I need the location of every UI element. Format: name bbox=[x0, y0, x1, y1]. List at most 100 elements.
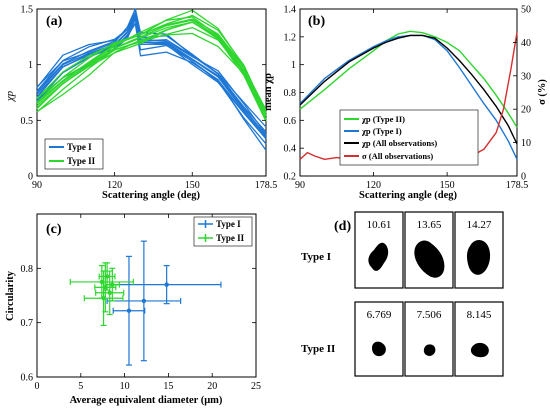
panel-c: 0 5 10 15 20 25 0.6 0.7 0.8 (c) Average equivale… bbox=[5, 213, 261, 406]
panel-b-axes: 90 120 150 178.5 0.2 0.4 0.6 0.8 1 1.2 1.4 0 10 20 30 4… bbox=[284, 5, 532, 192]
panel-a-legend-label-type-ii: Type II bbox=[67, 156, 96, 166]
panel-b-ytick-label: 1.2 bbox=[284, 32, 297, 43]
particle-diameter-label: 10.61 bbox=[367, 219, 392, 231]
panel-b-xtick-label: 150 bbox=[440, 180, 455, 191]
panel-b-legend: χp (Type II) χp (Type I) χp (All observa… bbox=[339, 109, 479, 166]
particle-frame bbox=[404, 301, 454, 377]
particle-silhouette bbox=[466, 240, 491, 275]
panel-c-xlabel: Average equivalent diameter (μm) bbox=[70, 395, 223, 406]
panel-b-ylabel: mean χp bbox=[263, 73, 274, 111]
panel-c-xtick-label: 15 bbox=[163, 381, 173, 392]
panel-c-type-i-point-2 bbox=[141, 298, 147, 304]
panel-a-xtick-label: 90 bbox=[32, 180, 42, 191]
panel-c-xtick-label: 0 bbox=[35, 381, 40, 392]
panel-b-ytick-label: 0.8 bbox=[284, 88, 297, 99]
panel-c-ytick-label: 0.8 bbox=[21, 264, 34, 275]
panel-c-type-ii-point-1 bbox=[99, 279, 105, 285]
panel-c-ylabel: Circularity bbox=[5, 270, 16, 321]
panel-c-legend-label-type-ii: Type II bbox=[216, 233, 245, 243]
panel-c-ytick-label: 0.6 bbox=[21, 373, 34, 384]
panel-b-series-p-all-observations bbox=[299, 34, 518, 145]
panel-b-label: (b) bbox=[308, 14, 325, 29]
panel-b-series-p-type-ii bbox=[299, 30, 518, 128]
particle-diameter-label: 8.145 bbox=[467, 309, 492, 321]
particle-image-type-ii-3: 8.145 bbox=[454, 301, 504, 377]
panel-a-ytick-label: 0 bbox=[28, 172, 33, 183]
panel-d-row-label-type-i: Type I bbox=[301, 251, 331, 263]
particle-diameter-label: 14.27 bbox=[467, 219, 492, 231]
panel-b-ytick-label: 0.2 bbox=[284, 172, 297, 183]
panel-c-type-ii-point-4 bbox=[107, 290, 112, 295]
panel-c-legend-label-type-i: Type I bbox=[216, 219, 241, 229]
panel-b-legend-box bbox=[339, 109, 479, 166]
panel-a-series-type-i bbox=[36, 18, 267, 139]
panel-b-ytick-label: 1 bbox=[291, 60, 296, 71]
particle-image-type-i-1: 10.61 bbox=[354, 211, 404, 289]
panel-a: 90 120 150 178.5 0 0.5 1 1.5 (a) Scattering ang… bbox=[4, 5, 277, 202]
panel-c-type-ii-point-6 bbox=[110, 282, 115, 287]
panel-b-legend-label-sigma: σ (All observations) bbox=[362, 151, 433, 161]
panel-a-series-type-ii bbox=[36, 16, 267, 111]
panel-c-type-ii-point-3 bbox=[104, 274, 110, 279]
panel-a-ytick-label: 0.5 bbox=[21, 116, 34, 127]
panel-b-y2tick-label: 50 bbox=[521, 5, 531, 16]
panel-a-xlabel: Scattering angle (deg) bbox=[102, 190, 200, 201]
panel-a-label: (a) bbox=[46, 14, 63, 29]
panel-c-type-i-point-1 bbox=[126, 308, 132, 313]
panel-b-legend-label-type-ii: χp (Type II) bbox=[361, 114, 405, 124]
panel-a-legend: Type I Type II bbox=[44, 138, 104, 170]
panel-c-legend-box bbox=[193, 216, 253, 247]
panel-c-type-i-point-3 bbox=[164, 282, 169, 287]
particle-silhouette bbox=[470, 342, 489, 358]
panel-c-axes: 0 5 10 15 20 25 0.6 0.7 0.8 bbox=[21, 214, 261, 392]
panel-c-ytick-label: 0.7 bbox=[21, 318, 34, 329]
panel-a-series-type-ii bbox=[36, 21, 267, 122]
panel-b-legend-label-type-i: χp (Type I) bbox=[361, 126, 402, 136]
panel-b-xtick-label: 120 bbox=[366, 180, 381, 191]
panel-c-legend: Type I Type II bbox=[193, 216, 253, 247]
panel-d: (d) Type I Type II 10.61 13.65 14.27 6.7… bbox=[301, 211, 504, 377]
panel-d-row-label-type-ii: Type II bbox=[301, 343, 335, 355]
panel-b-xtick-label: 90 bbox=[295, 180, 305, 191]
panel-b: 90 120 150 178.5 0.2 0.4 0.6 0.8 1 1.2 1.4 0 10 20 30 4… bbox=[263, 5, 548, 202]
panel-c-xtick-label: 20 bbox=[207, 381, 217, 392]
panel-a-ytick-label: 1.5 bbox=[21, 5, 34, 16]
particle-silhouette bbox=[372, 341, 386, 357]
particle-image-type-ii-1: 6.769 bbox=[354, 301, 404, 377]
panel-a-legend-label-type-i: Type I bbox=[67, 142, 92, 152]
panel-c-type-ii-point-5 bbox=[101, 296, 106, 301]
panel-a-xtick-label: 120 bbox=[107, 180, 122, 191]
panel-c-xtick-label: 5 bbox=[78, 381, 83, 392]
particle-silhouette bbox=[368, 242, 389, 271]
panel-a-axes: 90 120 150 178.5 0 0.5 1 1.5 bbox=[21, 5, 278, 192]
panel-a-ytick-label: 1 bbox=[28, 60, 33, 71]
panel-c-plot-area bbox=[69, 240, 222, 366]
panel-b-y2label: σ (%) bbox=[537, 79, 548, 105]
panel-a-ylabel: χp bbox=[4, 90, 16, 102]
particle-image-type-ii-2: 7.506 bbox=[404, 301, 454, 377]
particle-diameter-label: 13.65 bbox=[417, 219, 442, 231]
particle-image-type-i-3: 14.27 bbox=[454, 211, 504, 289]
panel-b-y2tick-label: 10 bbox=[521, 138, 531, 149]
particle-silhouette bbox=[414, 240, 445, 278]
panel-b-xtick-label: 178.5 bbox=[506, 180, 529, 191]
panel-d-label: (d) bbox=[334, 219, 351, 234]
panel-a-xtick-label: 150 bbox=[185, 180, 200, 191]
particle-image-type-i-2: 13.65 bbox=[404, 211, 454, 289]
panel-a-legend-box bbox=[44, 138, 104, 170]
particle-frame bbox=[354, 301, 404, 377]
panel-b-y2tick-label: 40 bbox=[521, 38, 531, 49]
panel-b-ytick-label: 1.4 bbox=[284, 5, 297, 16]
panel-a-xtick-label: 178.5 bbox=[255, 180, 278, 191]
particle-diameter-label: 7.506 bbox=[417, 309, 442, 321]
particle-diameter-label: 6.769 bbox=[367, 309, 392, 321]
panel-b-ytick-label: 0.6 bbox=[284, 116, 297, 127]
panel-a-series-type-ii bbox=[36, 9, 267, 113]
panel-c-label: (c) bbox=[46, 222, 62, 237]
particle-frame bbox=[454, 301, 504, 377]
panel-b-xlabel: Scattering angle (deg) bbox=[359, 190, 457, 201]
panel-c-xtick-label: 10 bbox=[120, 381, 130, 392]
panel-a-plot-area bbox=[36, 8, 267, 151]
panel-b-legend-label-all: χp (All observations) bbox=[361, 138, 437, 148]
panel-c-xtick-label: 25 bbox=[251, 381, 261, 392]
